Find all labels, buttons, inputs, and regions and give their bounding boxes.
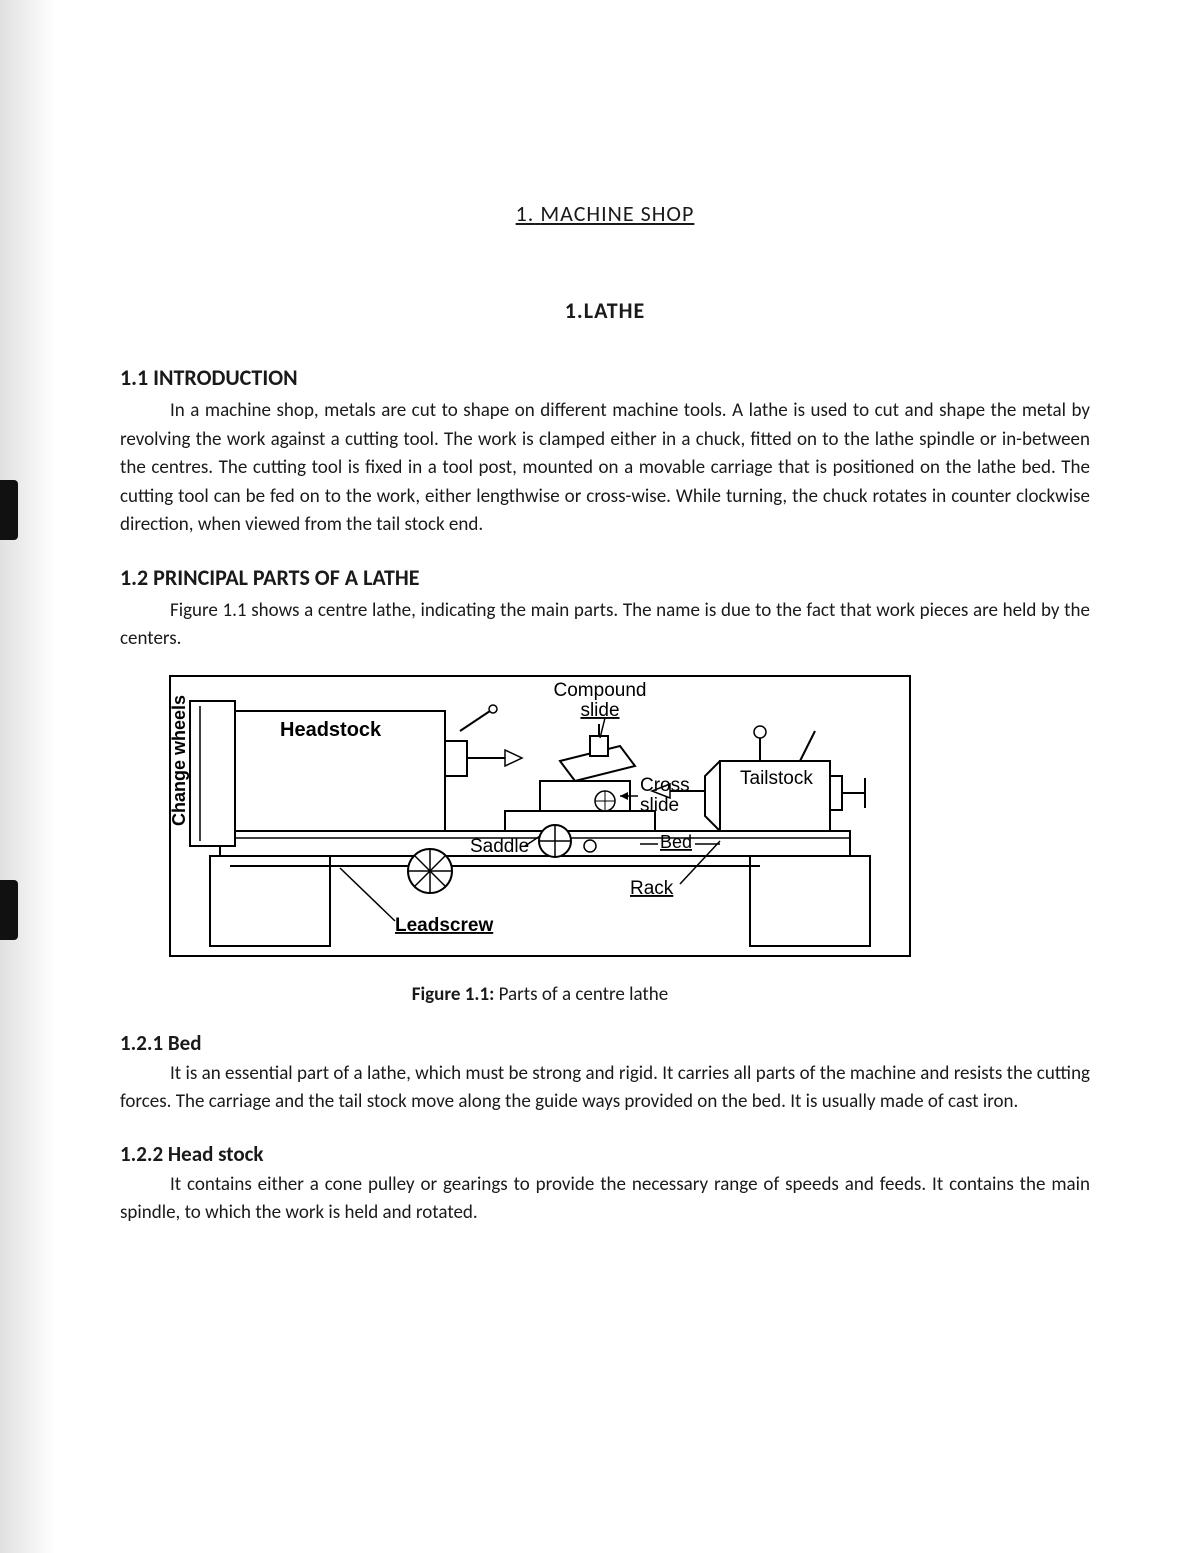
figure-caption-text: Parts of a centre lathe	[499, 983, 669, 1006]
figure-caption-label: Figure 1.1:	[412, 983, 495, 1006]
svg-text:Leadscrew: Leadscrew	[395, 915, 493, 936]
chapter-title: 1. MACHINE SHOP	[120, 200, 1090, 227]
svg-text:Tailstock: Tailstock	[740, 768, 813, 789]
binder-clip-icon	[0, 880, 18, 940]
svg-text:slide: slide	[580, 700, 619, 721]
heading-principal-parts: 1.2 PRINCIPAL PARTS OF A LATHE	[120, 564, 1090, 591]
svg-text:Saddle: Saddle	[470, 836, 529, 857]
svg-text:Compound: Compound	[554, 680, 647, 701]
svg-text:Rack: Rack	[630, 878, 674, 899]
chapter-number: 1.	[516, 200, 535, 227]
section-title: 1.LATHE	[120, 297, 1090, 324]
section-number: 1.	[565, 297, 584, 324]
paragraph-headstock: It contains either a cone pulley or gear…	[120, 1171, 1090, 1228]
chapter-text: MACHINE SHOP	[540, 200, 694, 227]
paragraph-bed: It is an essential part of a lathe, whic…	[120, 1060, 1090, 1117]
heading-bed: 1.2.1 Bed	[120, 1030, 1090, 1056]
section-text: LATHE	[584, 297, 645, 324]
paragraph-principal-parts: Figure 1.1 shows a centre lathe, indicat…	[120, 597, 1090, 654]
heading-introduction: 1.1 INTRODUCTION	[120, 364, 1090, 391]
figure-lathe-diagram: HeadstockChange wheelsCompoundslideTails…	[160, 666, 920, 1006]
figure-caption: Figure 1.1: Parts of a centre lathe	[160, 983, 920, 1006]
svg-text:Change wheels: Change wheels	[169, 694, 189, 825]
lathe-diagram-svg: HeadstockChange wheelsCompoundslideTails…	[160, 666, 920, 966]
page-shadow-left	[0, 0, 55, 1553]
paragraph-introduction: In a machine shop, metals are cut to sha…	[120, 397, 1090, 540]
svg-text:Headstock: Headstock	[280, 719, 382, 741]
svg-text:slide: slide	[640, 795, 679, 816]
svg-text:Cross: Cross	[640, 775, 690, 796]
heading-headstock: 1.2.2 Head stock	[120, 1141, 1090, 1167]
binder-clip-icon	[0, 480, 18, 540]
svg-text:Bed: Bed	[660, 832, 692, 852]
